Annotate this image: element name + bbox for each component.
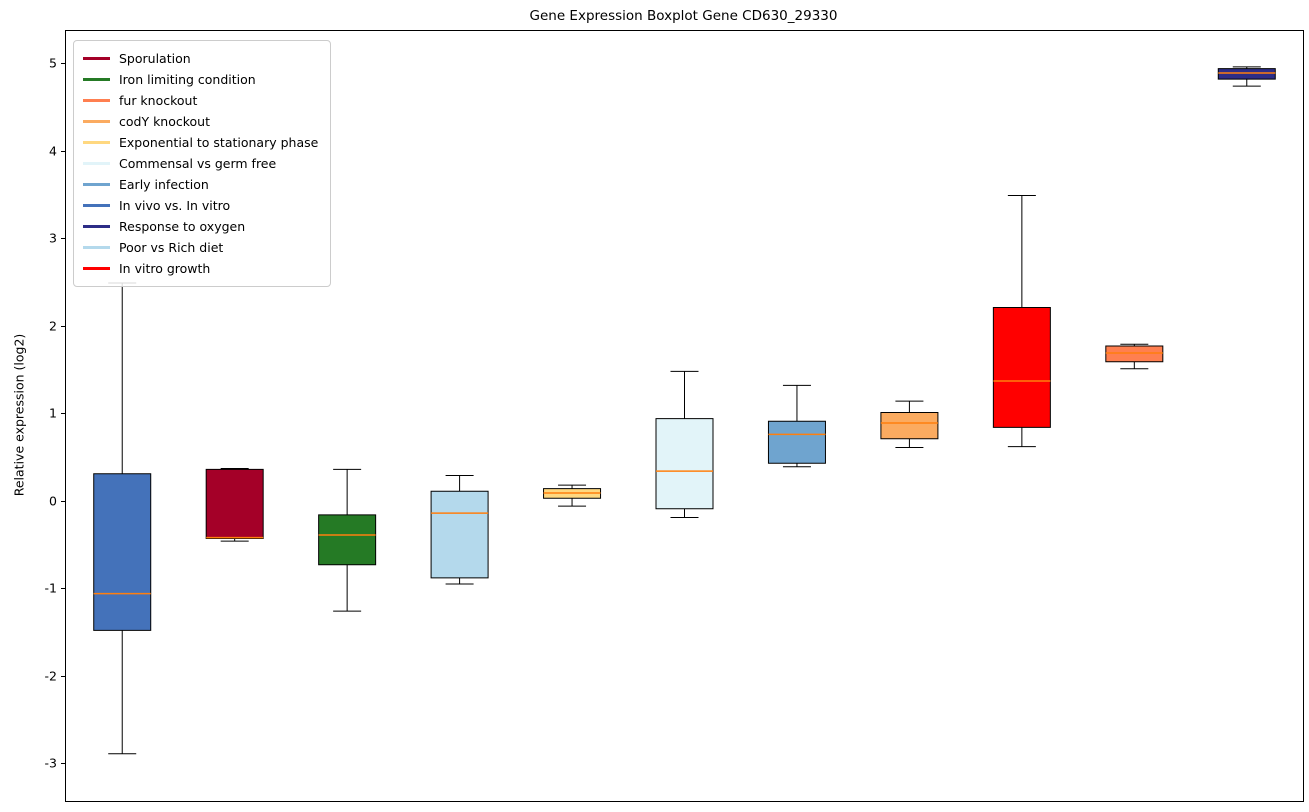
boxplot-box-sporulation [205, 468, 264, 542]
box-rect [1105, 345, 1164, 363]
y-tick-mark [61, 325, 66, 327]
boxplot-box-iron-limiting-condition [318, 468, 377, 612]
chart-title: Gene Expression Boxplot Gene CD630_29330 [529, 8, 838, 24]
box-rect [1217, 68, 1276, 80]
legend-item: fur knockout [83, 90, 318, 111]
boxplot-box-fur-knockout [1105, 343, 1164, 370]
box-rect [318, 514, 377, 566]
legend-swatch [83, 204, 110, 207]
boxplot-box-poor-vs-rich-diet [430, 475, 489, 585]
y-tick-label: 0 [49, 493, 57, 509]
y-tick-mark [61, 500, 66, 502]
y-tick-label: 4 [49, 143, 57, 159]
legend-swatch [83, 78, 110, 81]
y-tick-mark [61, 763, 66, 765]
legend-label: codY knockout [119, 114, 211, 129]
legend-label: Commensal vs germ free [119, 156, 277, 171]
legend-label: Exponential to stationary phase [119, 135, 319, 150]
y-tick-mark [61, 413, 66, 415]
legend-item: Commensal vs germ free [83, 153, 318, 174]
legend-item: Sporulation [83, 48, 318, 69]
legend-swatch [83, 57, 110, 60]
y-tick-label: 3 [49, 230, 57, 246]
legend-swatch [83, 267, 110, 270]
boxplot-box-early-infection [767, 384, 826, 468]
box-rect [93, 473, 152, 631]
boxplot-box-exponential-to-stationary-phase [543, 484, 602, 507]
legend-label: Response to oxygen [119, 219, 246, 234]
boxplot-box-cody-knockout [880, 400, 939, 448]
y-tick-label: -1 [44, 580, 57, 596]
y-tick-label: -2 [44, 668, 57, 684]
legend-swatch [83, 141, 110, 144]
legend-item: Response to oxygen [83, 216, 318, 237]
y-tick-mark [61, 675, 66, 677]
y-tick-mark [61, 238, 66, 240]
boxplot-box-in-vivo-vs-in-vitro [93, 282, 152, 755]
legend-item: Poor vs Rich diet [83, 237, 318, 258]
box-rect [880, 412, 939, 440]
y-tick-label: 1 [49, 405, 57, 421]
y-tick-label: -3 [44, 755, 57, 771]
box-rect [430, 490, 489, 579]
legend-label: Iron limiting condition [119, 72, 256, 87]
boxplot-box-response-to-oxygen [1217, 66, 1276, 87]
legend-label: In vivo vs. In vitro [119, 198, 231, 213]
y-tick-label: 5 [49, 55, 57, 71]
box-rect [992, 307, 1051, 428]
legend-item: Early infection [83, 174, 318, 195]
boxplot-canvas [93, 66, 1276, 755]
y-tick-mark [61, 150, 66, 152]
legend-swatch [83, 183, 110, 186]
legend-label: In vitro growth [119, 261, 211, 276]
legend-label: Early infection [119, 177, 209, 192]
box-rect [205, 468, 264, 539]
legend-swatch [83, 162, 110, 165]
y-tick-mark [61, 63, 66, 65]
legend: Sporulation Iron limiting condition fur kn… [73, 40, 332, 287]
legend-label: fur knockout [119, 93, 198, 108]
legend-label: Sporulation [119, 51, 191, 66]
legend-swatch [83, 246, 110, 249]
legend-item: Exponential to stationary phase [83, 132, 318, 153]
boxplot-box-commensal-vs-germ-free [655, 370, 714, 518]
legend-item: codY knockout [83, 111, 318, 132]
legend-swatch [83, 120, 110, 123]
y-tick-mark [61, 588, 66, 590]
legend-swatch [83, 225, 110, 228]
legend-item: In vivo vs. In vitro [83, 195, 318, 216]
plot-area: Sporulation Iron limiting condition fur kn… [65, 30, 1304, 802]
legend-item: In vitro growth [83, 258, 318, 279]
legend-label: Poor vs Rich diet [119, 240, 224, 255]
y-tick-label: 2 [49, 318, 57, 334]
legend-swatch [83, 99, 110, 102]
legend-item: Iron limiting condition [83, 69, 318, 90]
box-rect [767, 420, 826, 464]
boxplot-box-in-vitro-growth [992, 195, 1051, 448]
box-rect [655, 418, 714, 510]
